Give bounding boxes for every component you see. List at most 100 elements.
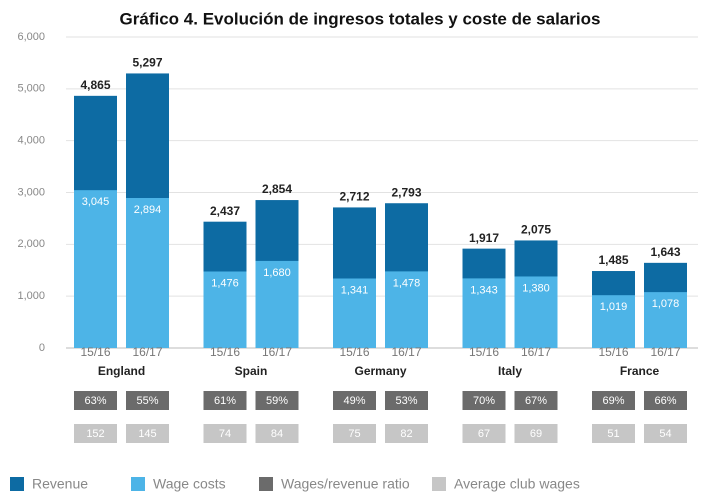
ratio-box	[592, 391, 635, 410]
wage-bar	[644, 292, 687, 348]
avg-wage-box	[592, 424, 635, 443]
avg-wage-box	[462, 424, 506, 443]
ratio-box	[255, 391, 299, 410]
y-tick-label: 2,000	[17, 238, 45, 250]
avg-wage-label: 54	[659, 428, 671, 440]
legend-label: Revenue	[32, 476, 88, 492]
avg-wage-label: 67	[478, 428, 490, 440]
wage-bar	[592, 295, 635, 348]
wage-bar	[203, 271, 247, 348]
x-tick-label: 16/17	[521, 345, 551, 359]
x-tick-label: 15/16	[339, 345, 369, 359]
avg-wage-label: 82	[400, 428, 412, 440]
x-tick-label: 16/17	[132, 345, 162, 359]
legend-swatch	[432, 477, 446, 491]
avg-wage-box	[385, 424, 428, 443]
x-tick-label: 16/17	[650, 345, 680, 359]
revenue-label: 2,712	[339, 190, 369, 204]
legend-swatch	[10, 477, 24, 491]
ratio-box	[333, 391, 376, 410]
avg-wage-label: 84	[271, 428, 283, 440]
chart-title: Gráfico 4. Evolución de ingresos totales…	[120, 9, 601, 28]
wage-label: 1,478	[393, 277, 421, 289]
avg-wage-box	[126, 424, 169, 443]
ratio-box	[644, 391, 687, 410]
ratio-label: 69%	[602, 395, 624, 407]
y-tick-label: 0	[39, 342, 45, 354]
wage-label: 1,343	[470, 284, 498, 296]
avg-wage-box	[203, 424, 247, 443]
ratio-box	[385, 391, 428, 410]
ratio-label: 49%	[343, 395, 365, 407]
wage-bar	[126, 197, 169, 348]
y-tick-label: 1,000	[17, 290, 45, 302]
avg-wage-label: 69	[530, 428, 542, 440]
ratio-label: 70%	[473, 395, 495, 407]
avg-wage-label: 51	[607, 428, 619, 440]
group-label: England	[98, 364, 145, 378]
group-label: Italy	[498, 364, 522, 378]
wage-bar	[385, 271, 428, 348]
wage-bar	[74, 190, 117, 348]
ratio-box	[514, 391, 558, 410]
wage-label: 1,680	[263, 267, 291, 279]
ratio-box	[462, 391, 506, 410]
y-tick-label: 5,000	[17, 83, 45, 95]
x-tick-label: 16/17	[262, 345, 292, 359]
revenue-label: 2,437	[210, 204, 240, 218]
ratio-label: 66%	[654, 395, 676, 407]
wage-label: 1,019	[600, 301, 628, 313]
x-tick-label: 15/16	[469, 345, 499, 359]
ratio-label: 59%	[266, 395, 288, 407]
avg-wage-label: 145	[138, 428, 156, 440]
avg-wage-box	[514, 424, 558, 443]
avg-wage-box	[333, 424, 376, 443]
wage-bar	[255, 260, 299, 348]
avg-wage-box	[74, 424, 117, 443]
x-tick-label: 15/16	[80, 345, 110, 359]
wage-bar	[462, 278, 506, 348]
revenue-label: 2,793	[391, 185, 421, 199]
x-tick-label: 15/16	[598, 345, 628, 359]
wage-label: 3,045	[82, 196, 110, 208]
revenue-label: 1,643	[650, 245, 680, 259]
group-label: Germany	[354, 364, 406, 378]
legend-swatch	[259, 477, 273, 491]
group-label: Spain	[235, 364, 268, 378]
group-label: France	[620, 364, 660, 378]
avg-wage-box	[255, 424, 299, 443]
x-tick-label: 16/17	[391, 345, 421, 359]
wage-label: 1,341	[341, 284, 369, 296]
x-tick-label: 15/16	[210, 345, 240, 359]
wage-label: 1,380	[522, 282, 550, 294]
ratio-label: 63%	[84, 395, 106, 407]
ratio-label: 55%	[136, 395, 158, 407]
wage-label: 1,078	[652, 298, 680, 310]
legend-label: Average club wages	[454, 476, 580, 492]
wage-label: 1,476	[211, 277, 239, 289]
legend-label: Wages/revenue ratio	[281, 476, 410, 492]
avg-wage-label: 75	[348, 428, 360, 440]
legend-swatch	[131, 477, 145, 491]
ratio-label: 53%	[395, 395, 417, 407]
ratio-box	[74, 391, 117, 410]
ratio-box	[126, 391, 169, 410]
ratio-label: 67%	[525, 395, 547, 407]
wage-bar	[514, 276, 558, 348]
revenue-label: 5,297	[132, 56, 162, 70]
avg-wage-label: 152	[86, 428, 104, 440]
avg-wage-label: 74	[219, 428, 231, 440]
revenue-label: 2,854	[262, 182, 292, 196]
y-tick-label: 6,000	[17, 31, 45, 43]
y-tick-label: 3,000	[17, 186, 45, 198]
ratio-box	[203, 391, 247, 410]
wage-label: 2,894	[134, 204, 162, 216]
revenue-label: 1,485	[598, 253, 628, 267]
avg-wage-box	[644, 424, 687, 443]
legend-label: Wage costs	[153, 476, 226, 492]
ratio-label: 61%	[214, 395, 236, 407]
y-tick-label: 4,000	[17, 135, 45, 147]
revenue-label: 1,917	[469, 231, 499, 245]
revenue-label: 2,075	[521, 223, 551, 237]
